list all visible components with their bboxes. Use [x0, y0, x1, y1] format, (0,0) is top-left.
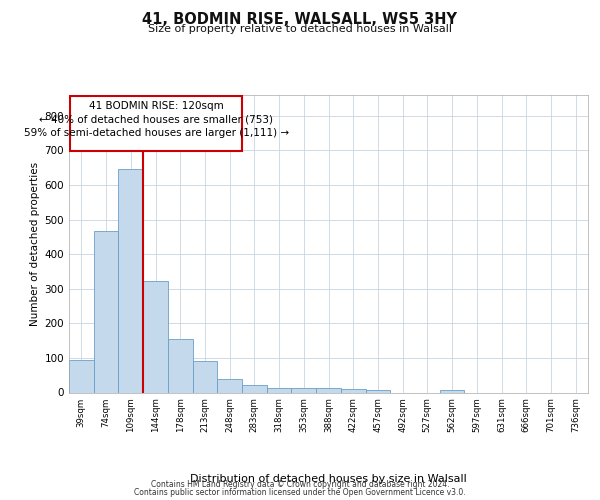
Bar — [440, 390, 464, 392]
Bar — [168, 339, 193, 392]
Bar — [118, 170, 143, 392]
Text: Size of property relative to detached houses in Walsall: Size of property relative to detached ho… — [148, 24, 452, 34]
Y-axis label: Number of detached properties: Number of detached properties — [31, 162, 40, 326]
Text: ← 40% of detached houses are smaller (753): ← 40% of detached houses are smaller (75… — [39, 114, 273, 124]
Bar — [316, 388, 341, 392]
FancyBboxPatch shape — [70, 96, 242, 151]
Text: Contains HM Land Registry data © Crown copyright and database right 2024.: Contains HM Land Registry data © Crown c… — [151, 480, 449, 489]
Text: 59% of semi-detached houses are larger (1,111) →: 59% of semi-detached houses are larger (… — [23, 128, 289, 138]
Bar — [217, 380, 242, 392]
Bar — [292, 388, 316, 392]
Text: Contains public sector information licensed under the Open Government Licence v3: Contains public sector information licen… — [134, 488, 466, 497]
Text: 41, BODMIN RISE, WALSALL, WS5 3HY: 41, BODMIN RISE, WALSALL, WS5 3HY — [143, 12, 458, 28]
Bar — [341, 389, 365, 392]
X-axis label: Distribution of detached houses by size in Walsall: Distribution of detached houses by size … — [190, 474, 467, 484]
Text: 41 BODMIN RISE: 120sqm: 41 BODMIN RISE: 120sqm — [89, 100, 223, 110]
Bar — [94, 230, 118, 392]
Bar — [242, 385, 267, 392]
Bar — [143, 281, 168, 392]
Bar — [193, 361, 217, 392]
Bar — [267, 388, 292, 392]
Bar — [365, 390, 390, 392]
Bar — [69, 360, 94, 392]
